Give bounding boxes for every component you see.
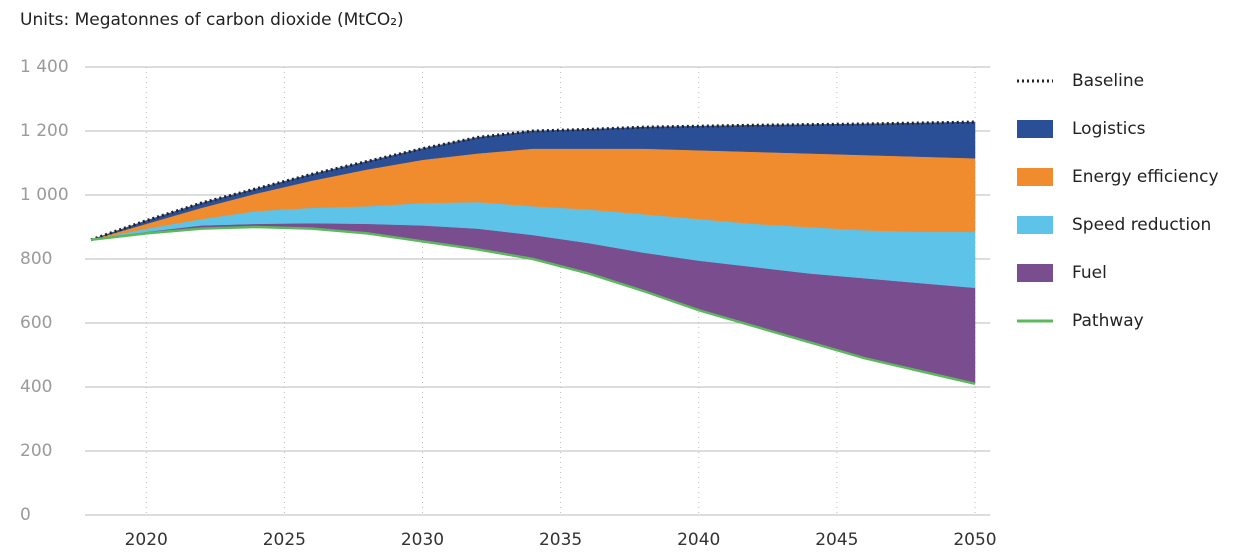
x-tick-label: 2035: [539, 530, 582, 550]
legend-swatch: [1017, 216, 1053, 234]
legend-label: Logistics: [1072, 119, 1146, 139]
legend-label: Energy efficiency: [1072, 167, 1219, 187]
y-tick-label: 0: [20, 505, 31, 525]
x-tick-label: 2040: [677, 530, 720, 550]
y-tick-label: 1 200: [20, 121, 69, 141]
legend-label: Baseline: [1072, 71, 1144, 91]
chart-title: Units: Megatonnes of carbon dioxide (MtC…: [20, 10, 404, 30]
y-tick-label: 200: [20, 441, 52, 461]
legend-label: Fuel: [1072, 263, 1107, 283]
x-tick-label: 2030: [401, 530, 444, 550]
y-tick-label: 600: [20, 313, 52, 333]
y-tick-label: 800: [20, 249, 52, 269]
y-tick-label: 1 000: [20, 185, 69, 205]
x-tick-label: 2025: [263, 530, 306, 550]
legend-swatch: [1017, 264, 1053, 282]
x-tick-label: 2045: [815, 530, 858, 550]
x-tick-label: 2050: [953, 530, 996, 550]
legend-label: Pathway: [1072, 311, 1144, 331]
x-tick-label: 2020: [125, 530, 168, 550]
line: [90, 120, 976, 242]
y-tick-label: 1 400: [20, 57, 69, 77]
legend-swatch: [1017, 120, 1053, 138]
legend-label: Speed reduction: [1072, 215, 1211, 235]
y-tick-label: 400: [20, 377, 52, 397]
line: [90, 225, 976, 386]
legend-swatch: [1017, 168, 1053, 186]
